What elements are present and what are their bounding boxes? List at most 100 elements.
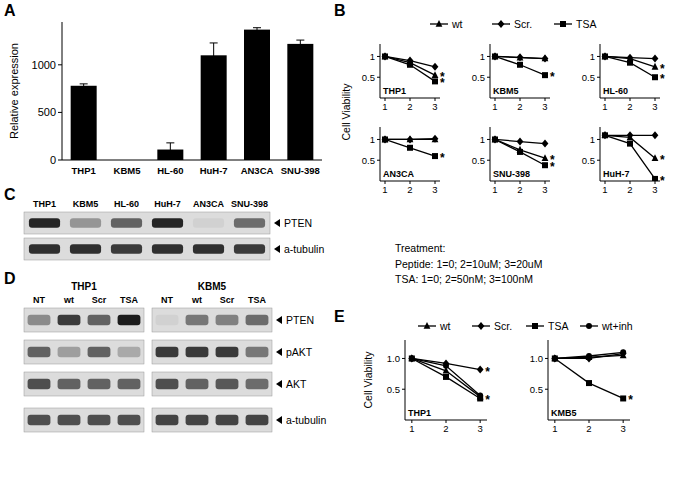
band <box>28 347 51 358</box>
band <box>111 218 142 228</box>
lane-label: TSA <box>248 295 267 305</box>
x-tick-label: 3 <box>542 101 547 112</box>
point <box>517 62 523 68</box>
panel-letter: E <box>334 308 345 325</box>
legend-marker <box>586 323 592 329</box>
x-tick-label: 2 <box>586 423 591 434</box>
y-axis <box>405 340 406 420</box>
plot-area <box>382 135 439 159</box>
x-tick-label: KBM5 <box>114 165 142 176</box>
pointer <box>274 219 280 227</box>
x-tick-label: HuH-7 <box>200 165 228 176</box>
point <box>620 395 626 401</box>
subplot-title: HuH-7 <box>603 169 630 179</box>
blot-strip <box>24 408 144 432</box>
point <box>652 55 659 63</box>
plot-area <box>382 52 439 84</box>
y-axis <box>490 127 491 181</box>
error-cap <box>80 83 88 84</box>
point <box>652 131 659 139</box>
point <box>602 53 608 59</box>
y-tick-label: 0.5 <box>472 72 485 83</box>
blot-strip <box>24 212 270 234</box>
blot-strip <box>152 408 272 432</box>
legend-label: TSA <box>548 320 568 332</box>
lane-label: NT <box>33 295 45 305</box>
y-tick <box>487 56 490 57</box>
y-tick <box>487 77 490 78</box>
subplot-title: KMB5 <box>551 408 577 418</box>
y-axis <box>600 127 601 181</box>
band <box>216 379 239 390</box>
point <box>382 53 388 59</box>
y-tick-label: 0 <box>50 154 56 166</box>
band <box>70 244 101 254</box>
annotation: * <box>485 365 490 379</box>
point <box>517 54 524 61</box>
y-tick <box>597 139 600 140</box>
point <box>517 53 524 61</box>
bar <box>244 30 270 160</box>
y-tick <box>597 56 600 57</box>
band <box>118 347 141 358</box>
point <box>602 132 608 138</box>
error-stem <box>170 143 171 156</box>
point <box>492 52 499 60</box>
y-tick-label: 500 <box>38 106 56 118</box>
x-tick-label: THP1 <box>72 165 97 176</box>
bar <box>71 86 97 160</box>
lane-label: AN3CA <box>193 199 225 209</box>
y-tick <box>377 139 380 140</box>
y-axis-label: Cell Viability <box>340 83 352 141</box>
line-chart: 0.51123**THP1Cell ViabilitywtScr.TSA <box>340 18 596 141</box>
point <box>407 145 413 151</box>
y-tick <box>545 389 548 390</box>
treatment-line: TSA: 1=0; 2=50nM; 3=100nM <box>395 273 533 285</box>
point <box>627 141 633 147</box>
plot-area <box>492 52 549 78</box>
series-line <box>412 358 480 398</box>
point <box>652 154 659 161</box>
point <box>407 62 413 68</box>
x-tick-label: 3 <box>652 184 657 195</box>
band <box>156 379 179 390</box>
band <box>216 347 239 358</box>
point <box>492 136 498 142</box>
error-bar <box>80 84 88 88</box>
blot-strip <box>152 340 272 364</box>
y-tick-label: 1.0 <box>530 353 543 364</box>
plot-area <box>408 354 483 401</box>
x-axis <box>62 160 322 161</box>
y-tick-label: 1 <box>370 51 375 62</box>
annotation: * <box>440 76 445 90</box>
point <box>408 354 415 362</box>
band <box>246 379 269 390</box>
point <box>552 355 558 361</box>
band <box>186 415 209 426</box>
series-line <box>385 56 435 66</box>
point <box>382 52 389 60</box>
bars <box>71 28 314 160</box>
panel-letter: C <box>4 186 16 203</box>
point <box>382 135 389 142</box>
blot-strip <box>24 372 144 396</box>
point <box>551 354 558 362</box>
point <box>652 176 658 181</box>
figure: ABCDE05001000Relative expressionTHP1KBM5… <box>0 0 675 485</box>
band <box>88 379 111 390</box>
point <box>492 53 498 59</box>
lane-label: NT <box>161 295 173 305</box>
x-tick-label: 1 <box>602 101 607 112</box>
subplot-title: AN3CA <box>383 169 415 179</box>
band <box>88 415 111 426</box>
y-tick-label: 1.0 <box>387 353 400 364</box>
row-label: PTEN <box>286 314 314 326</box>
line-chart: 0.51.0123*KMB5 <box>530 340 633 434</box>
pointer <box>276 316 282 324</box>
x-tick-label: 2 <box>443 423 448 434</box>
band <box>246 415 269 426</box>
y-tick <box>377 160 380 161</box>
point <box>407 135 414 143</box>
error-stem <box>300 40 301 48</box>
band <box>70 218 101 228</box>
